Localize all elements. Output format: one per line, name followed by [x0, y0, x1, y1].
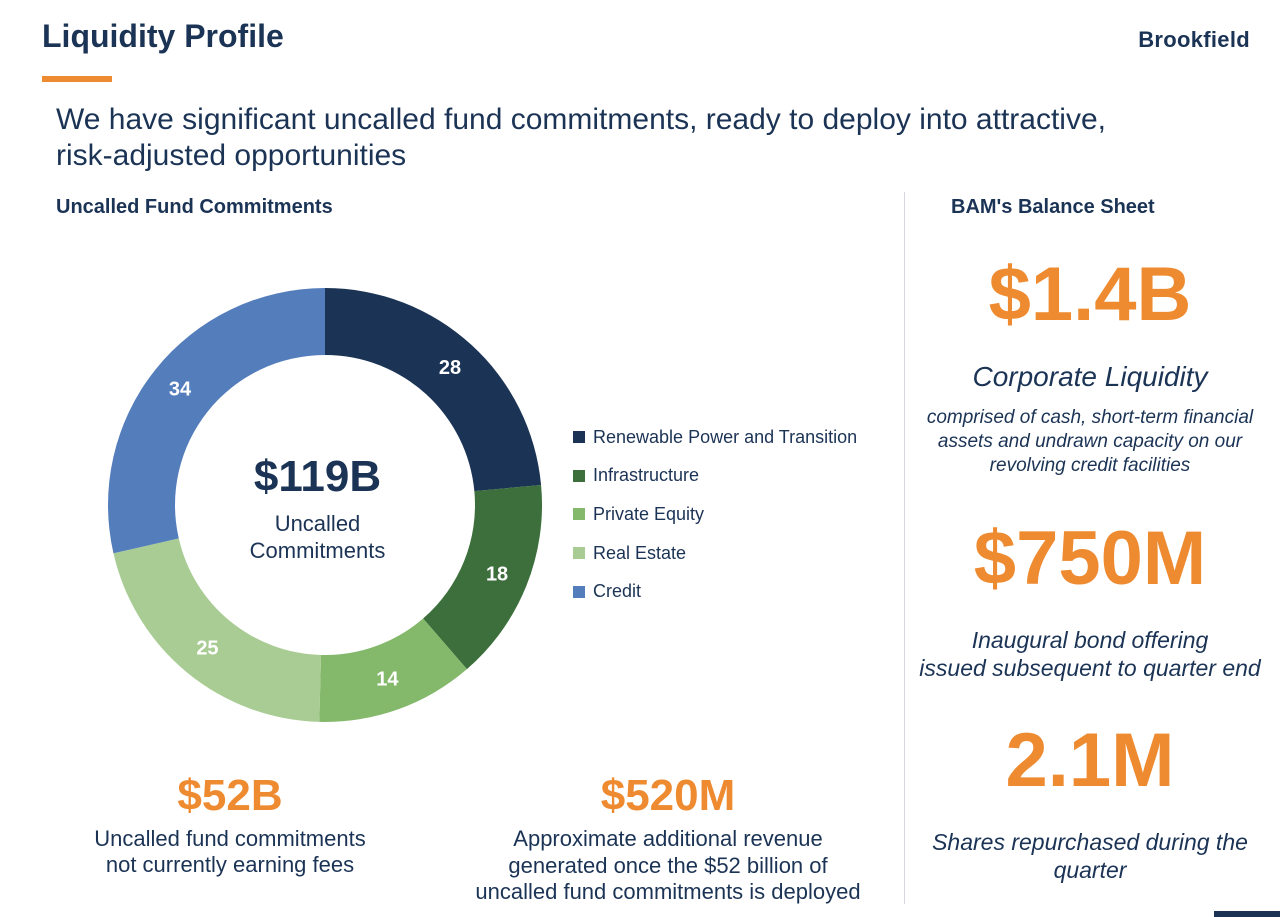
- donut-slices: [107, 288, 542, 722]
- donut-data-label: 14: [376, 669, 399, 691]
- legend-item: Credit: [573, 572, 857, 611]
- page-subtitle: We have significant uncalled fund commit…: [56, 102, 1136, 174]
- desc-line: Uncalled fund commitments: [94, 826, 366, 851]
- donut-chart: 28 18 14 25 34: [107, 288, 542, 722]
- uncalled-not-earning-stat: $52B Uncalled fund commitments not curre…: [60, 770, 400, 878]
- legend-label: Real Estate: [593, 542, 687, 563]
- total-commitments-value: $119B: [253, 452, 382, 501]
- legend-swatch: [573, 585, 585, 598]
- subtitle-line: We have significant uncalled fund commit…: [56, 103, 1106, 136]
- desc-line: comprised of cash, short-term financial: [926, 407, 1254, 428]
- shares-repurchased-value: 2.1M: [1005, 718, 1175, 803]
- legend-swatch: [573, 469, 585, 482]
- legend-item: Real Estate: [573, 534, 857, 573]
- center-label-line: Commitments: [249, 538, 386, 563]
- legend-label: Renewable Power and Transition: [593, 426, 858, 447]
- bond-offering-value: $750M: [973, 516, 1207, 601]
- legend-item: Renewable Power and Transition: [573, 418, 857, 457]
- donut-slice: [325, 288, 542, 492]
- legend-label: Infrastructure: [593, 465, 700, 486]
- legend-item: Infrastructure: [573, 457, 857, 496]
- legend-swatch: [573, 508, 585, 521]
- section-divider: [904, 192, 905, 904]
- additional-revenue-stat: $520M Approximate additional revenue gen…: [460, 770, 876, 906]
- desc-line: Shares repurchased during the: [932, 829, 1248, 855]
- desc-line: quarter: [1053, 857, 1127, 883]
- legend-swatch: [573, 547, 585, 560]
- bond-offering-desc: Inaugural bond offering issued subsequen…: [910, 626, 1270, 682]
- donut-labels: 28 18 14 25 34: [169, 357, 508, 691]
- desc-line: generated once the $52 billion of: [508, 852, 828, 878]
- desc-line: issued subsequent to quarter end: [919, 655, 1261, 681]
- legend-item: Private Equity: [573, 495, 857, 534]
- donut-data-label: 34: [169, 378, 192, 400]
- desc-line: not currently earning fees: [105, 852, 355, 877]
- donut-data-label: 18: [486, 563, 508, 585]
- center-label-line: Uncalled: [274, 511, 361, 536]
- shares-repurchased-desc: Shares repurchased during the quarter: [910, 828, 1270, 884]
- donut-slice: [423, 484, 542, 670]
- uncalled-not-earning-value: $52B: [177, 771, 283, 820]
- donut-slice: [113, 538, 322, 722]
- legend-label: Private Equity: [593, 503, 705, 524]
- desc-line: Inaugural bond offering: [971, 627, 1209, 653]
- donut-slice: [319, 618, 467, 722]
- donut-slice: [107, 288, 325, 554]
- desc-line: revolving credit facilities: [989, 455, 1191, 476]
- desc-line: Approximate additional revenue: [513, 826, 823, 851]
- total-commitments-label: Uncalled Commitments: [215, 510, 420, 564]
- corporate-liquidity-desc: comprised of cash, short-term financial …: [910, 406, 1270, 478]
- brand-logo: Brookfield: [1138, 27, 1250, 52]
- legend-label: Credit: [593, 581, 642, 602]
- balance-sheet-heading: BAM's Balance Sheet: [951, 196, 1155, 218]
- corner-accent: [1214, 911, 1280, 917]
- corporate-liquidity-label: Corporate Liquidity: [972, 361, 1208, 392]
- desc-line: uncalled fund commitments is deployed: [475, 879, 861, 904]
- desc-line: assets and undrawn capacity on our: [937, 431, 1243, 452]
- uncalled-not-earning-desc: Uncalled fund commitments not currently …: [60, 826, 400, 878]
- subtitle-line: risk-adjusted opportunities: [56, 139, 407, 172]
- additional-revenue-value: $520M: [600, 771, 736, 820]
- title-underline: [42, 76, 112, 82]
- corporate-liquidity-value: $1.4B: [988, 252, 1192, 337]
- donut-data-label: 25: [196, 637, 218, 659]
- donut-data-label: 28: [439, 357, 461, 379]
- chart-legend: Renewable Power and Transition Infrastruc…: [573, 418, 857, 611]
- page-title: Liquidity Profile: [42, 18, 284, 54]
- legend-swatch: [573, 431, 585, 444]
- uncalled-commitments-heading: Uncalled Fund Commitments: [56, 196, 333, 218]
- additional-revenue-desc: Approximate additional revenue generated…: [460, 826, 876, 906]
